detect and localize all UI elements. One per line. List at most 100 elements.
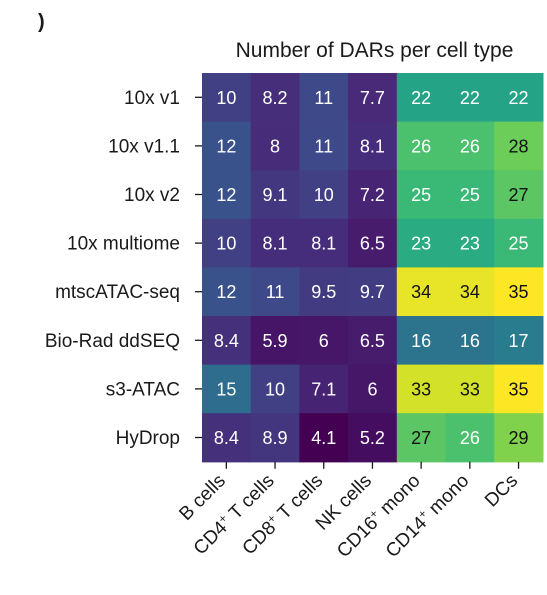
cell-value-label: 12 — [216, 136, 236, 156]
cell-value-label: 8.1 — [311, 234, 336, 254]
cell-value-label: 10 — [314, 185, 334, 205]
heatmap-cell — [202, 170, 252, 220]
cell-value-label: 10 — [265, 379, 285, 399]
heatmap-cell — [250, 316, 300, 366]
heatmap-cell — [202, 364, 252, 414]
column-label-text: mono — [421, 470, 473, 522]
cell-value-label: 33 — [411, 379, 431, 399]
cell-value-label: 22 — [411, 88, 431, 108]
heatmap-cell — [445, 121, 495, 171]
column-label-text: DCs — [481, 470, 522, 511]
cell-value-label: 35 — [509, 379, 529, 399]
cell-value-label: 22 — [460, 88, 480, 108]
heatmap-cell — [494, 73, 544, 123]
cell-value-label: 6 — [367, 379, 377, 399]
cell-value-label: 8.1 — [263, 234, 288, 254]
heatmap-cell — [348, 73, 398, 123]
heatmap-cell — [299, 316, 349, 366]
cell-value-label: 28 — [509, 136, 529, 156]
heatmap-cell — [299, 267, 349, 317]
heatmap-cell — [299, 121, 349, 171]
cell-value-label: 26 — [460, 428, 480, 448]
cell-value-label: 6 — [319, 331, 329, 351]
row-label: 10x v2 — [124, 185, 180, 206]
cell-value-label: 8.2 — [263, 88, 288, 108]
cell-value-label: 25 — [411, 185, 431, 205]
cell-value-label: 5.2 — [360, 428, 385, 448]
heatmap-cell — [299, 170, 349, 220]
heatmap-cell — [250, 170, 300, 220]
heatmap-cell — [202, 316, 252, 366]
cell-value-label: 25 — [460, 185, 480, 205]
row-label: mtscATAC-seq — [55, 282, 180, 303]
cell-value-label: 15 — [216, 379, 236, 399]
heatmap-cell — [348, 364, 398, 414]
heatmap-cell — [299, 218, 349, 268]
cell-value-label: 22 — [509, 88, 529, 108]
heatmap-cell — [445, 316, 495, 366]
row-label: 10x v1 — [124, 88, 180, 109]
heatmap-cell — [250, 218, 300, 268]
heatmap-cell — [348, 316, 398, 366]
cell-value-label: 23 — [411, 234, 431, 254]
cell-value-label: 7.2 — [360, 185, 385, 205]
cell-value-label: 11 — [314, 88, 333, 108]
row-label: Bio-Rad ddSEQ — [45, 331, 180, 352]
heatmap-cell — [494, 316, 544, 366]
heatmap-cell — [250, 413, 300, 463]
cell-value-label: 34 — [411, 282, 431, 302]
cell-value-label: 12 — [216, 282, 236, 302]
heatmap-cells: 10 8.2 11 7.7 22 22 22 12 8 11 8.1 26 26 28 12 9.1 10 7.2… — [202, 73, 544, 463]
heatmap-cell — [396, 413, 447, 463]
heatmap-cell — [202, 218, 252, 268]
heatmap-cell — [250, 267, 300, 317]
cell-value-label: 26 — [460, 136, 480, 156]
heatmap-cell — [299, 413, 349, 463]
cell-value-label: 8.4 — [214, 331, 239, 351]
chart-title: Number of DARs per cell type — [235, 39, 514, 62]
cell-value-label: 29 — [509, 428, 529, 448]
cell-value-label: 27 — [509, 185, 529, 205]
cell-value-label: 6.5 — [360, 331, 385, 351]
heatmap-cell — [445, 73, 495, 123]
cell-value-label: 6.5 — [360, 234, 385, 254]
heatmap-cell — [348, 267, 398, 317]
cell-value-label: 17 — [509, 331, 529, 351]
cell-value-label: 7.1 — [311, 379, 336, 399]
heatmap-cell — [396, 267, 447, 317]
heatmap-cell — [202, 267, 252, 317]
cell-value-label: 23 — [460, 234, 480, 254]
heatmap-cell — [250, 73, 300, 123]
heatmap-cell — [202, 121, 252, 171]
row-label: 10x multiome — [67, 234, 180, 255]
row-label: s3-ATAC — [106, 379, 180, 400]
column-label: DCs — [481, 470, 522, 511]
y-axis: 10x v1 10x v1.1 10x v2 10x multiome mtscATAC… — [45, 88, 202, 449]
cell-value-label: 33 — [460, 379, 480, 399]
cell-value-label: 9.5 — [311, 282, 336, 302]
heatmap-cell — [445, 267, 495, 317]
cell-value-label: 10 — [216, 88, 236, 108]
cell-value-label: 25 — [509, 234, 529, 254]
heatmap-cell — [494, 218, 544, 268]
panel-letter: ) — [38, 11, 45, 33]
cell-value-label: 7.7 — [360, 88, 385, 108]
heatmap-cell — [396, 170, 447, 220]
heatmap-cell — [348, 413, 398, 463]
cell-value-label: 9.1 — [263, 185, 288, 205]
heatmap-cell — [250, 121, 300, 171]
cell-value-label: 34 — [460, 282, 480, 302]
cell-value-label: 11 — [266, 282, 285, 302]
heatmap-cell — [299, 73, 349, 123]
cell-value-label: 10 — [216, 234, 236, 254]
cell-value-label: 27 — [411, 428, 431, 448]
heatmap-cell — [494, 364, 544, 414]
cell-value-label: 8.9 — [263, 428, 288, 448]
heatmap-cell — [494, 170, 544, 220]
cell-value-label: 9.7 — [360, 282, 385, 302]
cell-value-label: 11 — [314, 136, 333, 156]
cell-value-label: 16 — [460, 331, 480, 351]
heatmap-cell — [250, 364, 300, 414]
